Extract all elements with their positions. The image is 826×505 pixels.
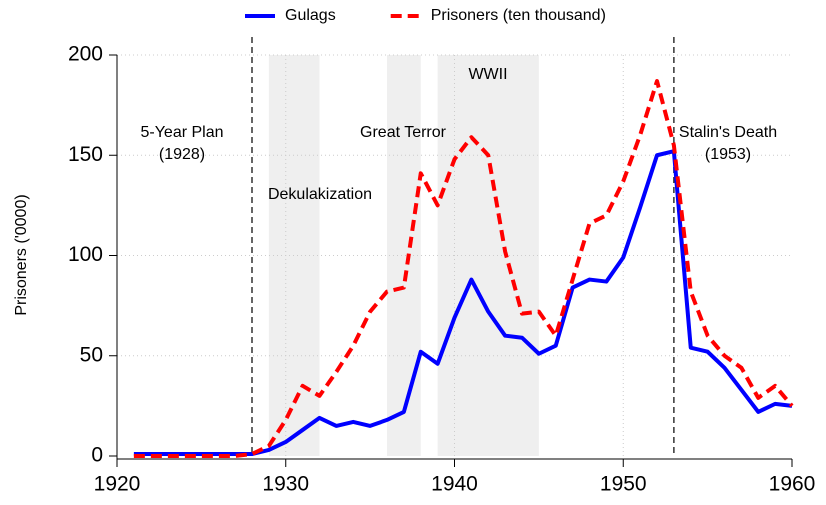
series-line (133, 79, 794, 458)
y-tick-label: 200 (68, 43, 103, 66)
y-tick-label: 50 (80, 343, 103, 366)
legend-label: Prisoners (ten thousand) (431, 7, 606, 24)
x-tick-label: 1930 (262, 473, 309, 496)
annotation: 5-Year Plan (140, 124, 223, 141)
y-tick-label: 0 (91, 444, 103, 467)
annotation: (1953) (705, 146, 751, 163)
annotation: WWII (468, 66, 507, 83)
x-tick-label: 1940 (431, 473, 478, 496)
x-tick-label: 1920 (94, 473, 141, 496)
y-tick-label: 150 (68, 143, 103, 166)
legend-label: Gulags (285, 7, 336, 24)
annotation: Dekulakization (268, 186, 372, 203)
annotation: Great Terror (360, 124, 447, 141)
y-axis-label: Prisoners ('0000) (13, 194, 30, 315)
shaded-period (387, 55, 421, 456)
x-tick-label: 1960 (769, 473, 816, 496)
shaded-period (268, 55, 320, 456)
annotation: Stalin's Death (679, 124, 777, 141)
y-tick-label: 100 (68, 243, 103, 266)
x-tick-label: 1950 (600, 473, 647, 496)
annotation: (1928) (159, 146, 205, 163)
shaded-period (437, 55, 539, 456)
